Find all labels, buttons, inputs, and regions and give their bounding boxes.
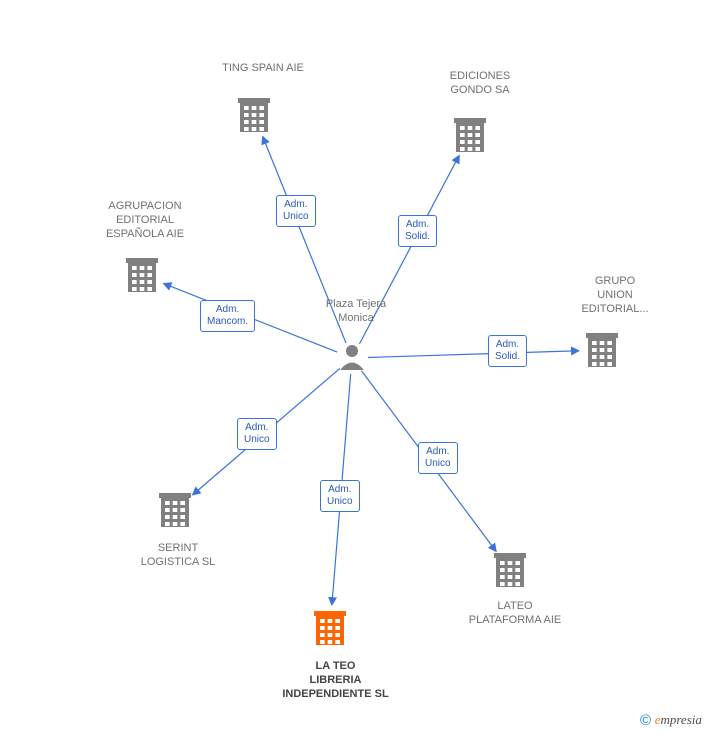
copyright-icon: ©: [640, 712, 651, 729]
network-diagram: Adm. Unico Adm. Solid. Adm. Mancom. Adm. So…: [0, 0, 728, 740]
company-node-label[interactable]: AGRUPACION EDITORIAL ESPAÑOLA AIE: [90, 200, 200, 241]
building-icon[interactable]: [126, 258, 158, 292]
edge-label[interactable]: Adm. Solid.: [398, 215, 437, 247]
person-icon[interactable]: [340, 345, 364, 370]
edge-line: [368, 351, 578, 358]
company-node-label[interactable]: LA TEO LIBRERIA INDEPENDIENTE SL: [268, 660, 403, 701]
edge-label[interactable]: Adm. Solid.: [488, 335, 527, 367]
edge-label[interactable]: Adm. Unico: [418, 442, 458, 474]
building-icon[interactable]: [238, 98, 270, 132]
center-node-label[interactable]: Plaza Tejera Monica: [311, 298, 401, 326]
building-icon[interactable]: [159, 493, 191, 527]
company-node-label[interactable]: LATEO PLATAFORMA AIE: [455, 600, 575, 628]
edge-label[interactable]: Adm. Unico: [237, 418, 277, 450]
credit-brand-rest: mpresia: [660, 712, 701, 727]
building-icon[interactable]: [314, 611, 346, 645]
company-node-label[interactable]: GRUPO UNION EDITORIAL...: [575, 275, 655, 316]
company-node-label[interactable]: SERINT LOGISTICA SL: [128, 542, 228, 570]
svg-edges-layer: [0, 0, 728, 740]
company-node-label[interactable]: EDICIONES GONDO SA: [430, 70, 530, 98]
credit: © empresia: [640, 712, 702, 729]
building-icon[interactable]: [586, 333, 618, 367]
company-node-label[interactable]: TING SPAIN AIE: [208, 62, 318, 76]
edge-label[interactable]: Adm. Unico: [276, 195, 316, 227]
building-icon[interactable]: [494, 553, 526, 587]
edge-label[interactable]: Adm. Mancom.: [200, 300, 255, 332]
edge-label[interactable]: Adm. Unico: [320, 480, 360, 512]
building-icon[interactable]: [454, 118, 486, 152]
